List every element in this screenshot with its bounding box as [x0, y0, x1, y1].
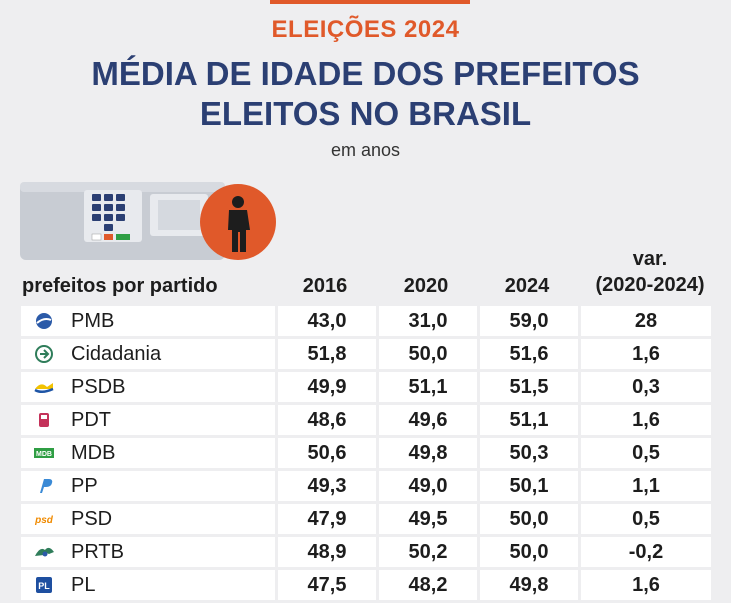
- voter-icon: [200, 184, 276, 260]
- value-2024: 51,1: [480, 405, 578, 435]
- variation-period: (2020-2024): [595, 274, 705, 296]
- party-name: MDB: [71, 441, 116, 464]
- svg-text:psd: psd: [34, 515, 54, 526]
- table-header: prefeitos por partido 2016 2020 2024 var…: [0, 240, 731, 302]
- table-row: Cidadania 51,8 50,0 51,6 1,6: [21, 339, 711, 369]
- column-header-variation: var. (2020-2024): [585, 246, 715, 298]
- party-name: PSD: [71, 507, 113, 530]
- value-2020: 51,1: [379, 372, 477, 402]
- table-row: PSDB 49,9 51,1 51,5 0,3: [21, 372, 711, 402]
- psdb-logo-icon: [34, 383, 54, 393]
- party-cell: PL PL: [21, 570, 275, 600]
- party-cell: MDB MDB: [21, 438, 275, 468]
- party-name: PL: [71, 573, 96, 596]
- party-cell: PSDB: [21, 372, 275, 402]
- table-row: PP 49,3 49,0 50,1 1,1: [21, 471, 711, 501]
- value-2016: 49,3: [278, 471, 376, 501]
- cidadania-logo-icon: [35, 345, 53, 363]
- value-variation: 1,6: [581, 339, 711, 369]
- column-header-party: prefeitos por partido: [22, 275, 218, 297]
- value-2020: 49,5: [379, 504, 477, 534]
- value-2016: 48,6: [278, 405, 376, 435]
- variation-label: var.: [632, 248, 668, 270]
- svg-text:MDB: MDB: [36, 451, 52, 458]
- value-2024: 51,6: [480, 339, 578, 369]
- value-variation: 1,1: [581, 471, 711, 501]
- value-2020: 50,2: [379, 537, 477, 567]
- value-variation: 0,5: [581, 438, 711, 468]
- value-2020: 49,6: [379, 405, 477, 435]
- table-body: PMB 43,0 31,0 59,0 28 Cidadania 51,8 50,0 51,6 1,…: [21, 306, 711, 600]
- voting-machine-icon: [20, 182, 225, 260]
- kicker: ELEIÇÕES 2024: [271, 16, 460, 43]
- psd-logo-icon: psd: [34, 515, 54, 526]
- table-row: PMB 43,0 31,0 59,0 28: [21, 306, 711, 336]
- value-2020: 50,0: [379, 339, 477, 369]
- party-cell: psd PSD: [21, 504, 275, 534]
- pmb-logo-icon: [36, 313, 52, 329]
- party-cell: PRTB: [21, 537, 275, 567]
- table-row: psd PSD 47,9 49,5 50,0 0,5: [21, 504, 711, 534]
- value-2020: 49,8: [379, 438, 477, 468]
- value-2016: 50,6: [278, 438, 376, 468]
- party-name: PP: [71, 474, 98, 497]
- value-variation: 1,6: [581, 570, 711, 600]
- party-cell: Cidadania: [21, 339, 275, 369]
- party-name: PDT: [71, 408, 111, 431]
- value-2016: 47,5: [278, 570, 376, 600]
- value-2016: 47,9: [278, 504, 376, 534]
- party-name: Cidadania: [71, 342, 162, 365]
- chart-subtitle: em anos: [330, 140, 401, 160]
- party-cell: PMB: [21, 306, 275, 336]
- value-2024: 50,1: [480, 471, 578, 501]
- value-2016: 43,0: [278, 306, 376, 336]
- chart-title: MÉDIA DE IDADE DOS PREFEITOS ELEITOS NO …: [0, 54, 731, 134]
- value-2024: 49,8: [480, 570, 578, 600]
- value-2024: 50,0: [480, 537, 578, 567]
- party-name: PSDB: [71, 375, 126, 398]
- value-variation: -0,2: [581, 537, 711, 567]
- ballot-box-voter-illustration: [20, 182, 276, 260]
- top-accent-bar: [270, 0, 470, 4]
- party-cell: PP: [21, 471, 275, 501]
- value-2020: 31,0: [379, 306, 477, 336]
- value-variation: 28: [581, 306, 711, 336]
- value-2024: 50,3: [480, 438, 578, 468]
- value-2020: 49,0: [379, 471, 477, 501]
- pp-logo-icon: [40, 479, 53, 493]
- table-row: PRTB 48,9 50,2 50,0 -0,2: [21, 537, 711, 567]
- pdt-logo-icon: [39, 413, 49, 427]
- table-row: PDT 48,6 49,6 51,1 1,6: [21, 405, 711, 435]
- value-2024: 59,0: [480, 306, 578, 336]
- column-header-2024: 2024: [504, 275, 550, 297]
- table-row: PL PL 47,5 48,2 49,8 1,6: [21, 570, 711, 600]
- title-line-2: ELEITOS NO BRASIL: [199, 95, 532, 132]
- column-header-2016: 2016: [302, 275, 348, 297]
- value-2020: 48,2: [379, 570, 477, 600]
- column-header-2020: 2020: [403, 275, 449, 297]
- value-variation: 1,6: [581, 405, 711, 435]
- svg-text:PL: PL: [38, 581, 50, 591]
- party-name: PRTB: [71, 540, 124, 563]
- value-variation: 0,3: [581, 372, 711, 402]
- value-2024: 51,5: [480, 372, 578, 402]
- value-variation: 0,5: [581, 504, 711, 534]
- value-2016: 51,8: [278, 339, 376, 369]
- table-row: MDB MDB 50,6 49,8 50,3 0,5: [21, 438, 711, 468]
- value-2016: 48,9: [278, 537, 376, 567]
- age-table: PMB 43,0 31,0 59,0 28 Cidadania 51,8 50,0 51,6 1,…: [18, 303, 714, 603]
- mdb-logo-icon: MDB: [34, 448, 54, 458]
- prtb-logo-icon: [35, 547, 54, 557]
- party-cell: PDT: [21, 405, 275, 435]
- title-line-1: MÉDIA DE IDADE DOS PREFEITOS: [91, 55, 640, 92]
- party-name: PMB: [71, 309, 115, 332]
- value-2024: 50,0: [480, 504, 578, 534]
- pl-logo-icon: PL: [36, 577, 52, 593]
- value-2016: 49,9: [278, 372, 376, 402]
